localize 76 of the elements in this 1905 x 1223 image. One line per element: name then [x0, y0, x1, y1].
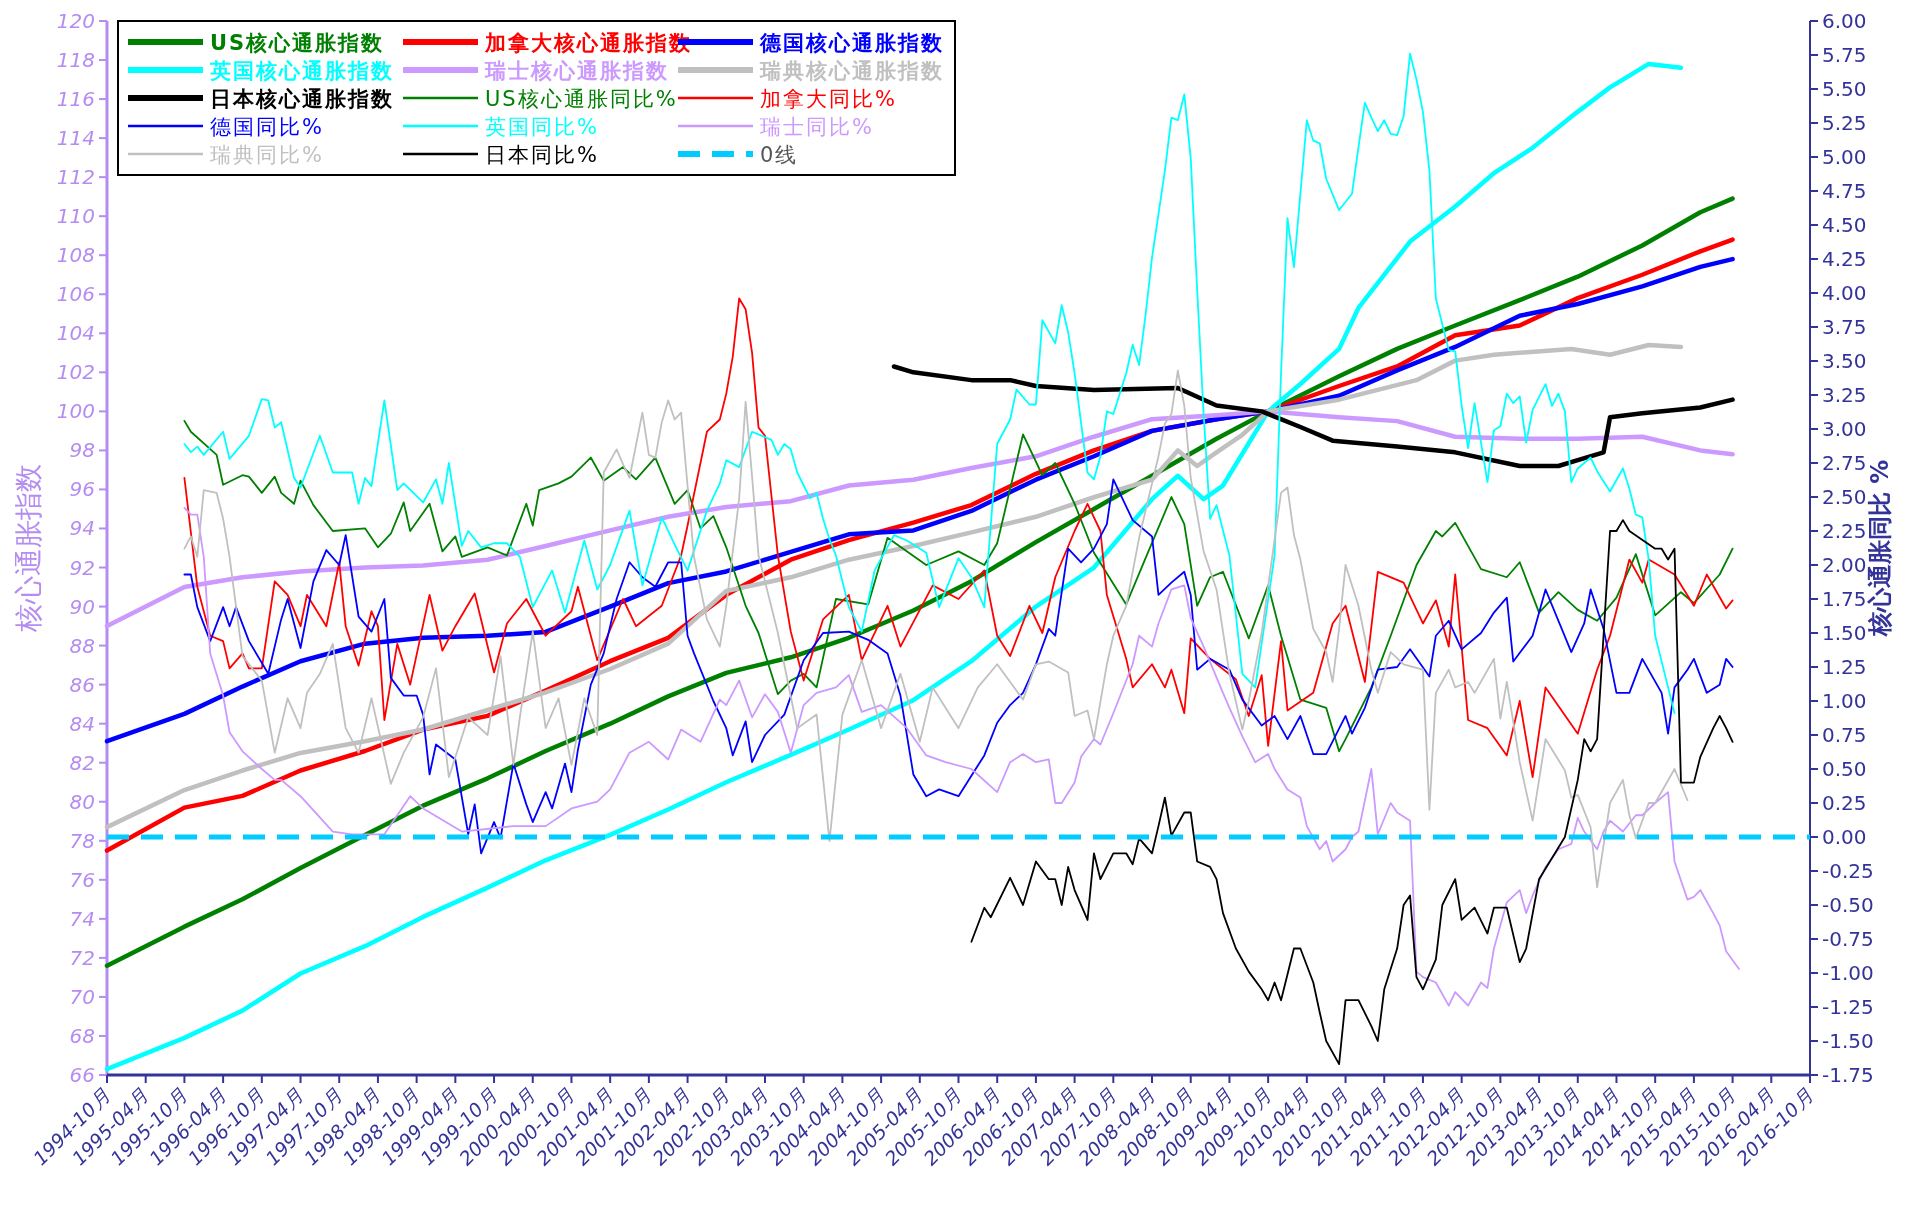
y2-tick-label: -1.00 [1822, 961, 1874, 985]
legend-label: 瑞典同比% [210, 143, 324, 167]
legend-label: US核心通胀同比% [485, 87, 678, 111]
y2-tick-label: 0.75 [1822, 723, 1867, 747]
y-tick-label: 112 [56, 165, 95, 190]
y2-tick-label: 4.00 [1822, 281, 1867, 305]
legend-label: US核心通胀指数 [210, 31, 385, 55]
legend-label: 加拿大同比% [760, 87, 897, 111]
y2-tick-label: -1.75 [1822, 1063, 1874, 1087]
y2-tick-label: 2.50 [1822, 485, 1867, 509]
y2-axis-title: 核心通胀同比 % [1866, 459, 1894, 638]
y-tick-label: 118 [56, 48, 95, 73]
y2-tick-label: 1.75 [1822, 587, 1867, 611]
y-tick-label: 90 [69, 594, 95, 619]
y-tick-label: 72 [69, 945, 95, 970]
legend-label: 瑞士核心通胀指数 [484, 59, 669, 83]
y2-tick-label: 4.25 [1822, 247, 1867, 271]
y-tick-label: 120 [56, 9, 95, 33]
y2-tick-label: 2.25 [1822, 519, 1867, 543]
y-tick-label: 100 [56, 399, 95, 424]
y2-tick-label: 0.25 [1822, 791, 1867, 815]
y2-tick-label: 4.50 [1822, 213, 1867, 237]
legend-label: 瑞士同比% [760, 115, 874, 139]
y2-tick-label: 0.50 [1822, 757, 1867, 781]
y-tick-label: 76 [69, 867, 95, 892]
y-tick-label: 96 [69, 477, 95, 502]
y2-tick-label: 5.75 [1822, 43, 1867, 67]
y-tick-label: 94 [69, 516, 95, 541]
y2-tick-label: 0.00 [1822, 825, 1867, 849]
y2-tick-label: 1.25 [1822, 655, 1867, 679]
y2-tick-label: 3.75 [1822, 315, 1867, 339]
legend-label: 英国核心通胀指数 [209, 59, 394, 83]
y-tick-label: 98 [69, 438, 95, 463]
y-tick-label: 104 [56, 321, 95, 346]
y2-tick-label: -1.25 [1822, 995, 1874, 1019]
y-tick-label: 84 [69, 711, 95, 736]
y-tick-label: 74 [69, 906, 95, 931]
y2-tick-label: 1.00 [1822, 689, 1867, 713]
y-tick-label: 102 [56, 360, 95, 385]
y2-tick-label: 2.75 [1822, 451, 1867, 475]
y2-tick-label: 2.00 [1822, 553, 1867, 577]
legend-label: 德国同比% [210, 115, 324, 139]
y2-tick-label: 4.75 [1822, 179, 1867, 203]
y2-tick-label: 5.50 [1822, 77, 1867, 101]
y-tick-label: 86 [69, 672, 95, 697]
y-tick-label: 78 [69, 828, 95, 853]
y-tick-label: 70 [69, 984, 95, 1009]
y2-tick-label: 3.00 [1822, 417, 1867, 441]
y-tick-label: 116 [56, 87, 95, 112]
y-tick-label: 66 [69, 1063, 95, 1087]
y2-tick-label: 6.00 [1822, 9, 1867, 33]
legend-label: 0线 [760, 143, 799, 167]
legend-label: 英国同比% [485, 115, 599, 139]
y2-tick-label: 3.25 [1822, 383, 1867, 407]
legend-label: 瑞典核心通胀指数 [759, 59, 944, 83]
y2-tick-label: 3.50 [1822, 349, 1867, 373]
y2-tick-label: -0.50 [1822, 893, 1874, 917]
y-tick-label: 82 [69, 750, 95, 775]
y-axis-title: 核心通胀指数 [12, 464, 45, 633]
y-tick-label: 68 [69, 1023, 95, 1048]
y-tick-label: 106 [56, 282, 95, 307]
y-tick-label: 80 [69, 789, 95, 814]
y-tick-label: 110 [56, 204, 95, 229]
y2-tick-label: -0.75 [1822, 927, 1874, 951]
y-tick-label: 108 [56, 243, 95, 268]
y2-tick-label: -0.25 [1822, 859, 1874, 883]
legend-label: 日本核心通胀指数 [210, 87, 394, 111]
legend-label: 日本同比% [485, 143, 599, 167]
y2-tick-label: 1.50 [1822, 621, 1867, 645]
y2-tick-label: 5.00 [1822, 145, 1867, 169]
y-tick-label: 114 [56, 126, 95, 151]
y2-tick-label: -1.50 [1822, 1029, 1874, 1053]
y-tick-label: 92 [69, 555, 95, 580]
y-tick-label: 88 [69, 633, 95, 658]
legend-label: 德国核心通胀指数 [759, 31, 944, 55]
y2-tick-label: 5.25 [1822, 111, 1867, 135]
